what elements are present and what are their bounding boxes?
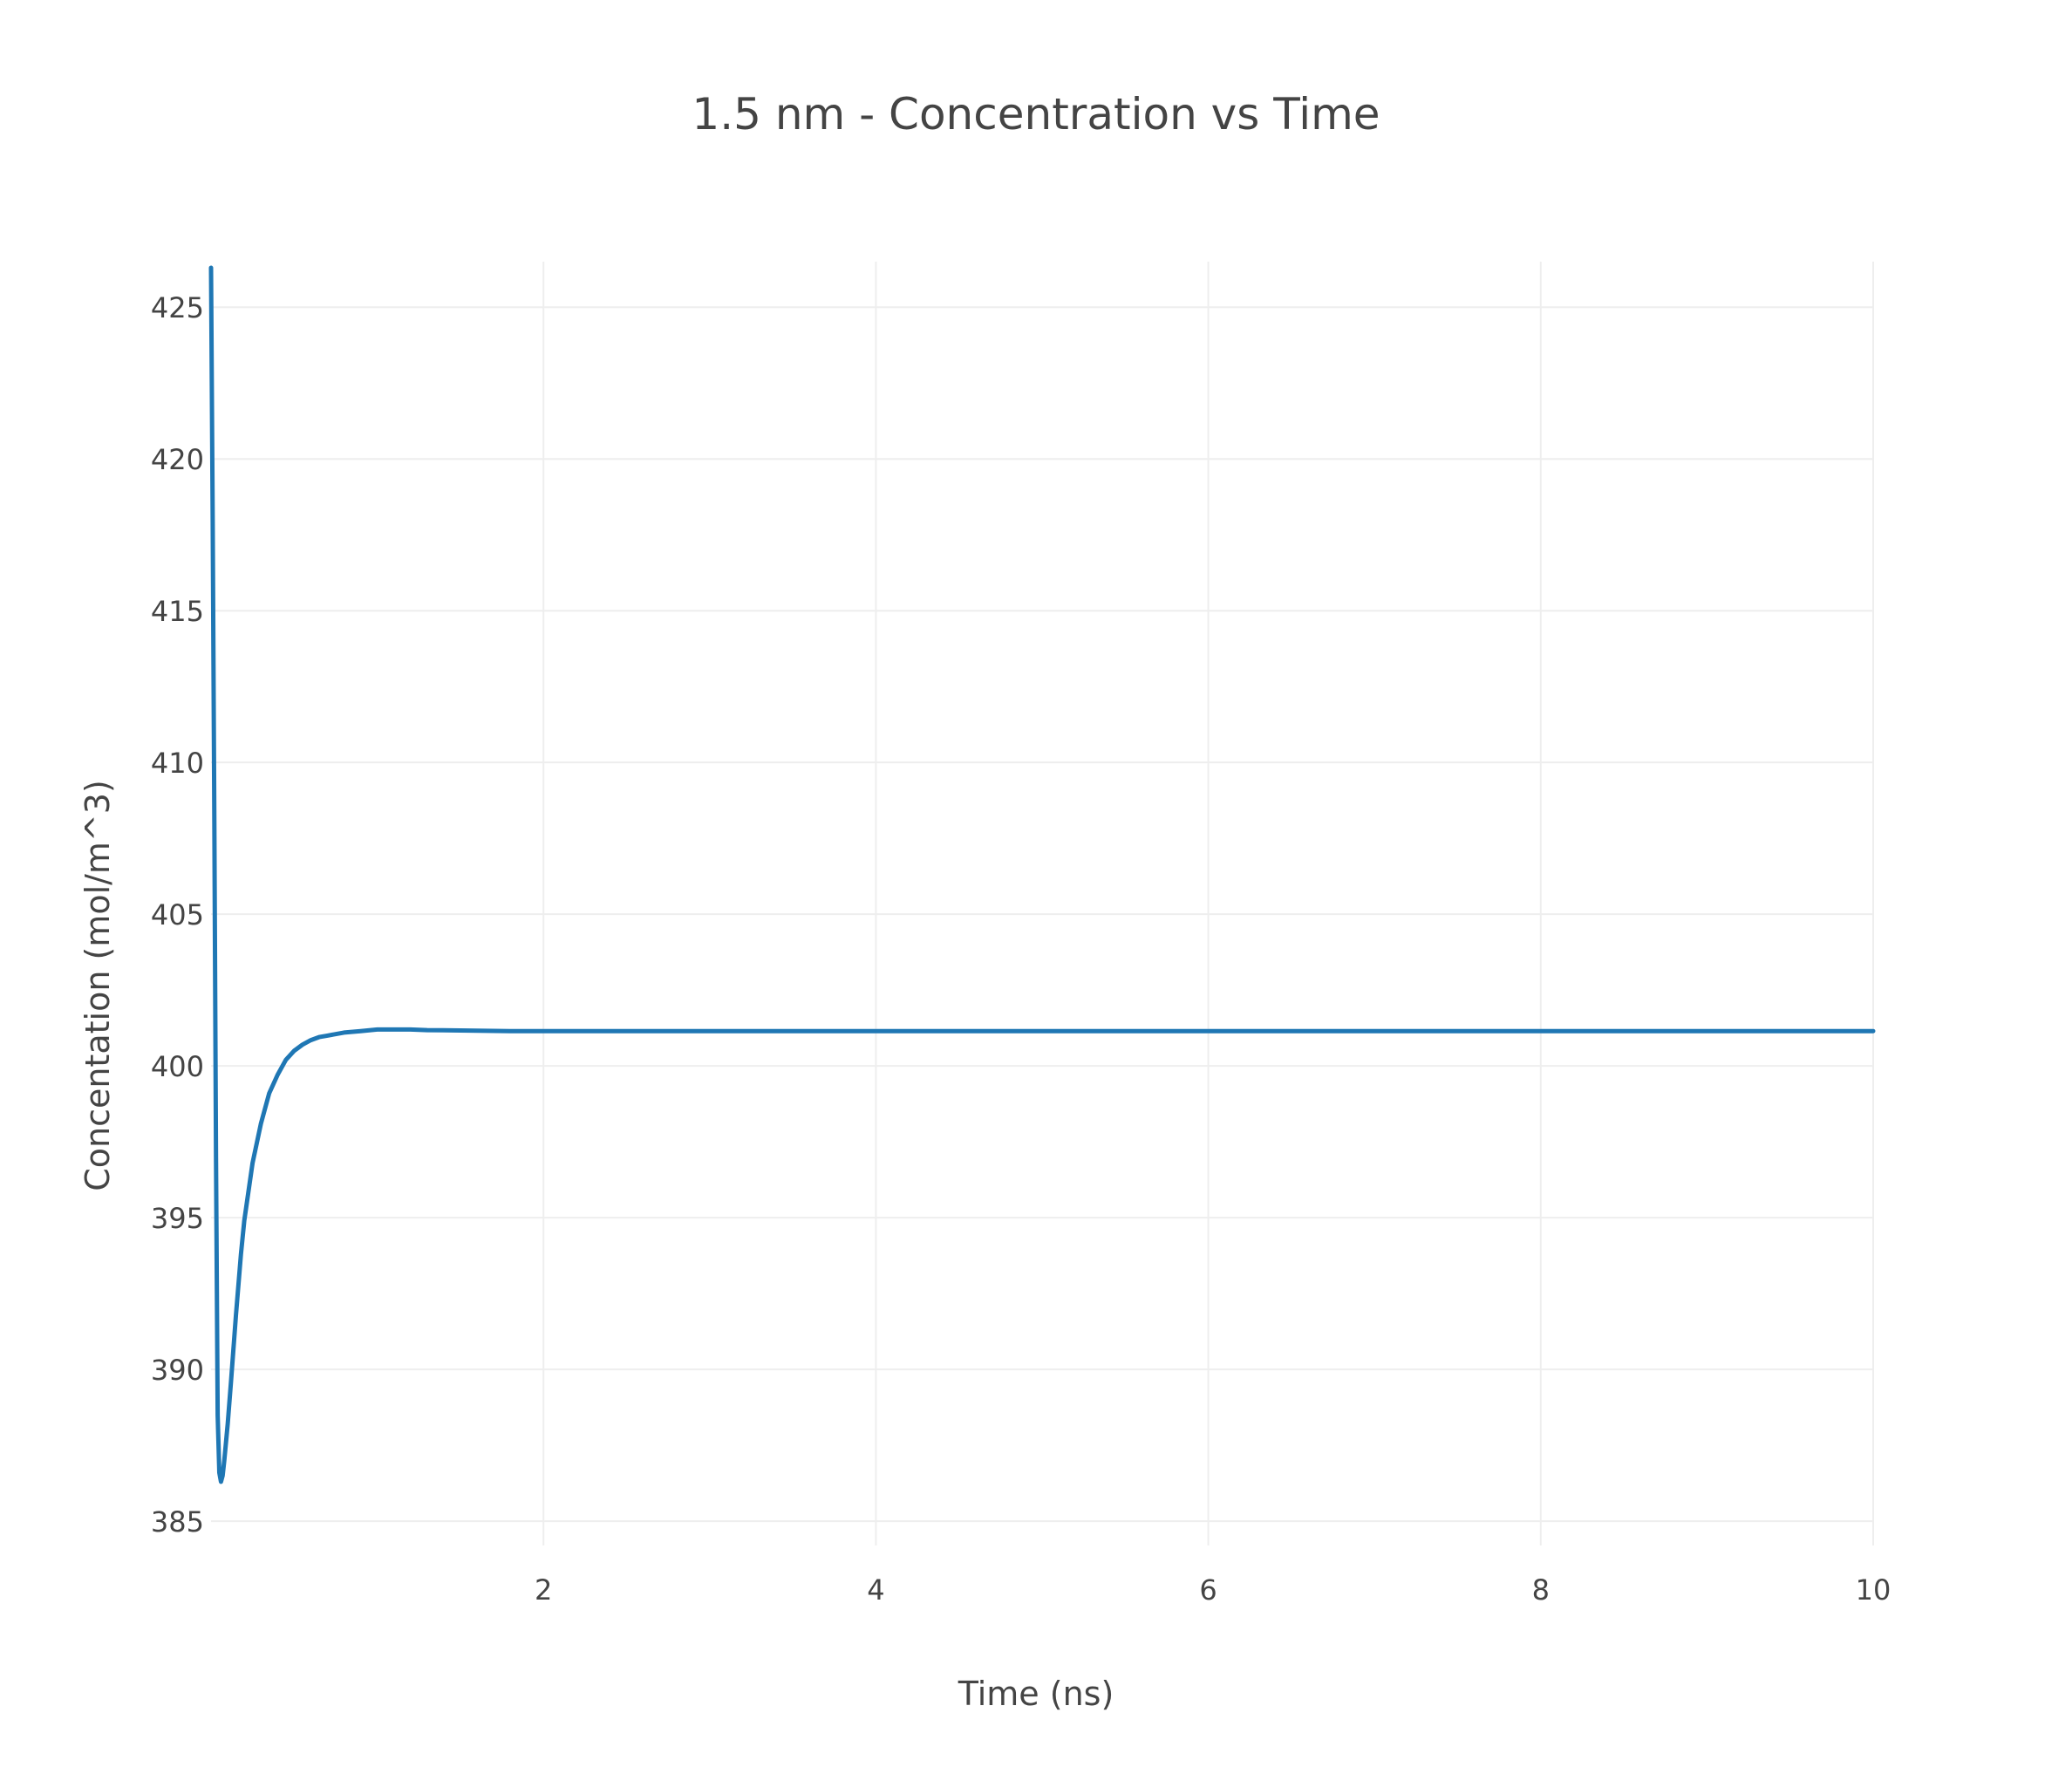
y-tick-label: 415 [151,595,204,628]
series-layer [208,265,1876,1484]
x-tick-label: 10 [1856,1573,1891,1607]
x-tick-label: 2 [535,1573,552,1607]
x-tick-label: 4 [867,1573,884,1607]
y-tick-label: 395 [151,1202,204,1235]
y-tick-label: 400 [151,1050,204,1083]
y-tick-label: 420 [151,443,204,476]
series-line [208,265,1876,1484]
x-tick-label: 8 [1532,1573,1550,1607]
y-tick-label: 410 [151,747,204,780]
x-tick-label: 6 [1199,1573,1217,1607]
chart-title: 1.5 nm - Concentration vs Time [692,89,1380,140]
y-tick-label: 425 [151,291,204,324]
x-axis-title: Time (ns) [958,1675,1114,1713]
tick-layer: 2 4 6 8 10 385 390 395 400 405 410 415 420 425 [151,291,1891,1607]
grid-layer [211,262,1874,1545]
y-tick-label: 405 [151,898,204,931]
y-tick-label: 385 [151,1505,204,1539]
y-tick-label: 390 [151,1354,204,1387]
y-axis-title: Concentation (mol/m^3) [78,780,117,1191]
